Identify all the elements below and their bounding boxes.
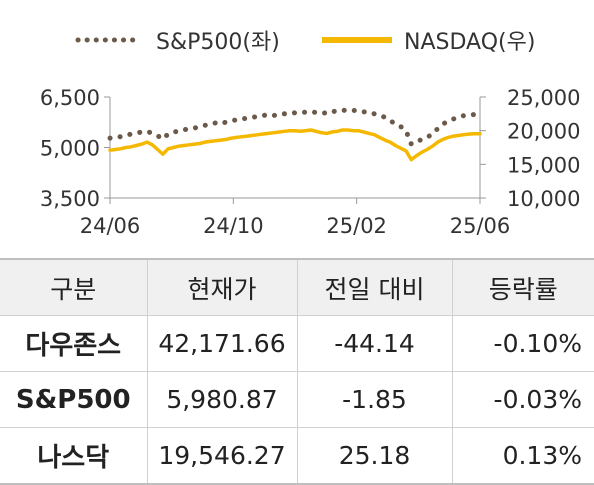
row-name: 다우존스	[0, 315, 147, 372]
legend-label-nasdaq: NASDAQ(우)	[404, 30, 535, 55]
x-axis-tick-label: 24/10	[203, 214, 264, 238]
right-axis-tick-label: 10,000	[507, 187, 580, 211]
index-line-chart: S&P500(좌) NASDAQ(우) 3,500 5,000 6,500 10,0…	[40, 30, 581, 238]
row-price: 5,980.87	[146, 371, 297, 428]
table-row: S&P500 5,980.87 -1.85 -0.03%	[0, 371, 594, 428]
left-axis-tick-label: 6,500	[40, 86, 100, 110]
series-lines	[107, 107, 483, 162]
x-axis-ticks: 24/06 24/10 25/02 25/06	[80, 198, 511, 238]
header-category: 구분	[0, 258, 147, 316]
row-change: -44.14	[296, 315, 452, 372]
nasdaq-series-line	[108, 128, 482, 162]
row-name: S&P500	[0, 371, 147, 428]
left-axis-tick-label: 5,000	[40, 137, 100, 161]
left-axis-ticks: 3,500 5,000 6,500	[40, 86, 110, 211]
header-change-rate: 등락률	[451, 258, 594, 316]
right-axis-ticks: 10,000 15,000 20,000 25,000	[480, 86, 580, 211]
sp500-series-line	[107, 107, 483, 147]
row-rate: -0.03%	[451, 371, 594, 428]
header-change: 전일 대비	[296, 258, 452, 316]
left-axis-tick-label: 3,500	[40, 187, 100, 211]
table-row: 다우존스 42,171.66 -44.14 -0.10%	[0, 315, 594, 372]
legend-label-sp500: S&P500(좌)	[156, 30, 280, 55]
x-axis-tick-label: 25/02	[326, 214, 387, 238]
row-price: 42,171.66	[146, 315, 297, 372]
index-quote-table: 구분 현재가 전일 대비 등락률 다우존스 42,171.66 -44.14 -…	[0, 258, 594, 485]
chart-legend: S&P500(좌) NASDAQ(우)	[75, 30, 535, 55]
row-change: -1.85	[296, 371, 452, 428]
right-axis-tick-label: 15,000	[507, 153, 580, 177]
table-header-row: 구분 현재가 전일 대비 등락률	[0, 258, 594, 316]
header-current-price: 현재가	[146, 258, 297, 316]
right-axis-tick-label: 20,000	[507, 120, 580, 144]
row-rate: 0.13%	[451, 427, 594, 485]
row-change: 25.18	[296, 427, 452, 485]
row-rate: -0.10%	[451, 315, 594, 372]
x-axis-tick-label: 25/06	[450, 214, 511, 238]
row-name: 나스닥	[0, 427, 147, 485]
right-axis-tick-label: 25,000	[507, 86, 580, 110]
table-row: 나스닥 19,546.27 25.18 0.13%	[0, 427, 594, 485]
row-price: 19,546.27	[146, 427, 297, 485]
x-axis-tick-label: 24/06	[80, 214, 141, 238]
